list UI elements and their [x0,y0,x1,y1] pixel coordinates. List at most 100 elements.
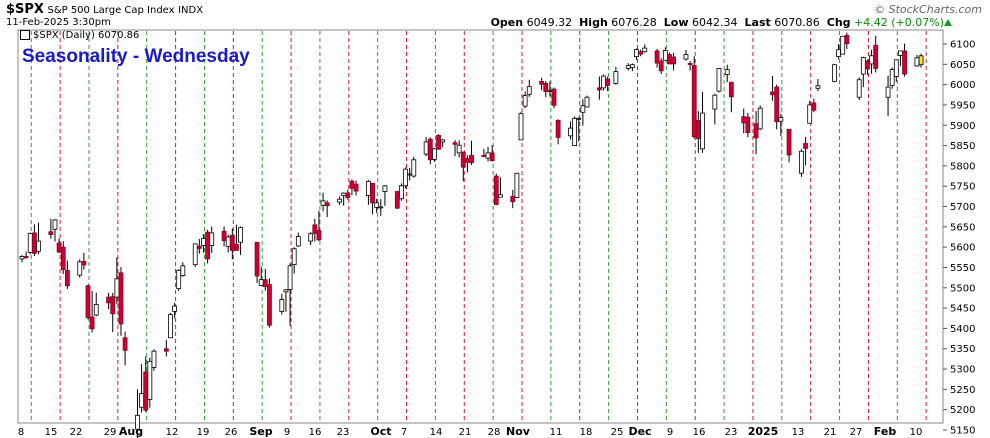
candle-body [370,182,375,204]
exchange: INDX [178,5,204,16]
candle-body [403,168,408,187]
candle-body [898,50,903,56]
candle-body [81,260,87,266]
x-tick-label: 13 [792,427,805,438]
candle-body [695,119,701,140]
month-label: Aug [119,425,143,438]
candle-body [283,289,289,293]
chg-label: Chg [826,16,851,29]
candle-body [139,393,144,408]
candle-body [836,49,841,57]
candle-body [634,49,639,57]
candle-body [341,192,347,196]
candle-body [510,195,516,203]
candle-body [258,279,264,286]
candle-body [267,284,272,326]
candle-body [308,233,314,242]
quote-bar: Open 6049.32 High 6076.28 Low 6042.34 La… [491,16,944,29]
candle-body [60,246,66,270]
vertical-markers [30,31,927,423]
candle-body [27,232,33,253]
candle-body [23,256,29,258]
candle-body [295,236,301,247]
candle-body [691,65,697,138]
x-tick-label: 16 [693,427,706,438]
candle-body [440,139,446,143]
x-tick-label: 23 [725,427,738,438]
candle-body [551,88,557,106]
y-tick-label: 5900 [950,121,975,132]
candle-body [122,337,128,351]
month-label: Oct [370,425,391,438]
month-label: Sep [249,425,272,438]
y-tick-label: 5300 [950,365,975,376]
candle-body [337,198,342,203]
candle-body [856,79,862,98]
brand-logo: © StockCharts.com [874,3,982,16]
candle-body [316,230,322,241]
x-tick-label: 29 [104,427,117,438]
candle-body [85,285,91,318]
low-label: Low [663,16,689,29]
candle-body [460,151,466,168]
candle-body [807,104,813,124]
x-tick-label: 10 [910,427,923,438]
last-label: Last [744,16,771,29]
candle-body [786,128,792,156]
y-tick-label: 5400 [950,324,975,335]
candle-body [539,80,545,85]
candle-body [918,55,924,66]
candle-body [262,279,268,287]
candle-body [572,117,578,146]
candle-body [345,192,351,198]
y-tick-label: 5550 [950,263,975,274]
candle-body [465,158,470,163]
symbol-header: $SPX S&P 500 Large Cap Index INDX [6,2,203,17]
candle-body [254,241,260,277]
y-tick-label: 5150 [950,426,975,437]
y-tick-label: 5350 [950,344,975,355]
candle-body [753,123,759,139]
candle-body [514,172,520,198]
candle-body [803,143,808,149]
y-axis: 5150 5200 5250 5300 5350 5400 5450 5500 5550 5600… [943,40,975,437]
candle-body [110,296,116,315]
candle-body [481,154,487,157]
candle-body [712,94,718,110]
month-label: Feb [874,425,897,438]
candle-body [407,173,413,176]
candle-body [324,202,330,207]
candle-body [172,305,177,312]
candle-body [815,85,821,89]
candle-body [716,67,722,92]
candle-body [436,135,441,150]
x-tick-label: 19 [197,427,210,438]
candle-body [601,75,606,89]
candle-body [493,175,499,205]
candle-body [469,154,474,164]
candle-body [427,138,433,161]
candle-body [52,219,58,230]
candle-body [757,107,763,130]
x-tick-label: 25 [611,427,624,438]
x-tick-label: 18 [580,427,593,438]
candle-body [914,57,920,67]
candle-body [778,117,784,122]
candle-body [489,152,495,162]
candle-body [596,87,602,91]
candle-body [860,57,866,75]
candle-body [168,314,173,339]
candle-body [543,83,549,92]
y-tick-label: 5250 [950,385,975,396]
candle-body [287,265,293,290]
candle-body [485,152,491,159]
candle-body [201,238,206,246]
x-tick-label: 21 [824,427,837,438]
candle-body [312,224,318,234]
candle-body [844,35,850,44]
y-tick-label: 5500 [950,283,975,294]
candle-body [452,142,458,145]
candle-body [382,185,388,192]
candle-body [770,91,775,96]
y-tick-label: 5950 [950,100,975,111]
